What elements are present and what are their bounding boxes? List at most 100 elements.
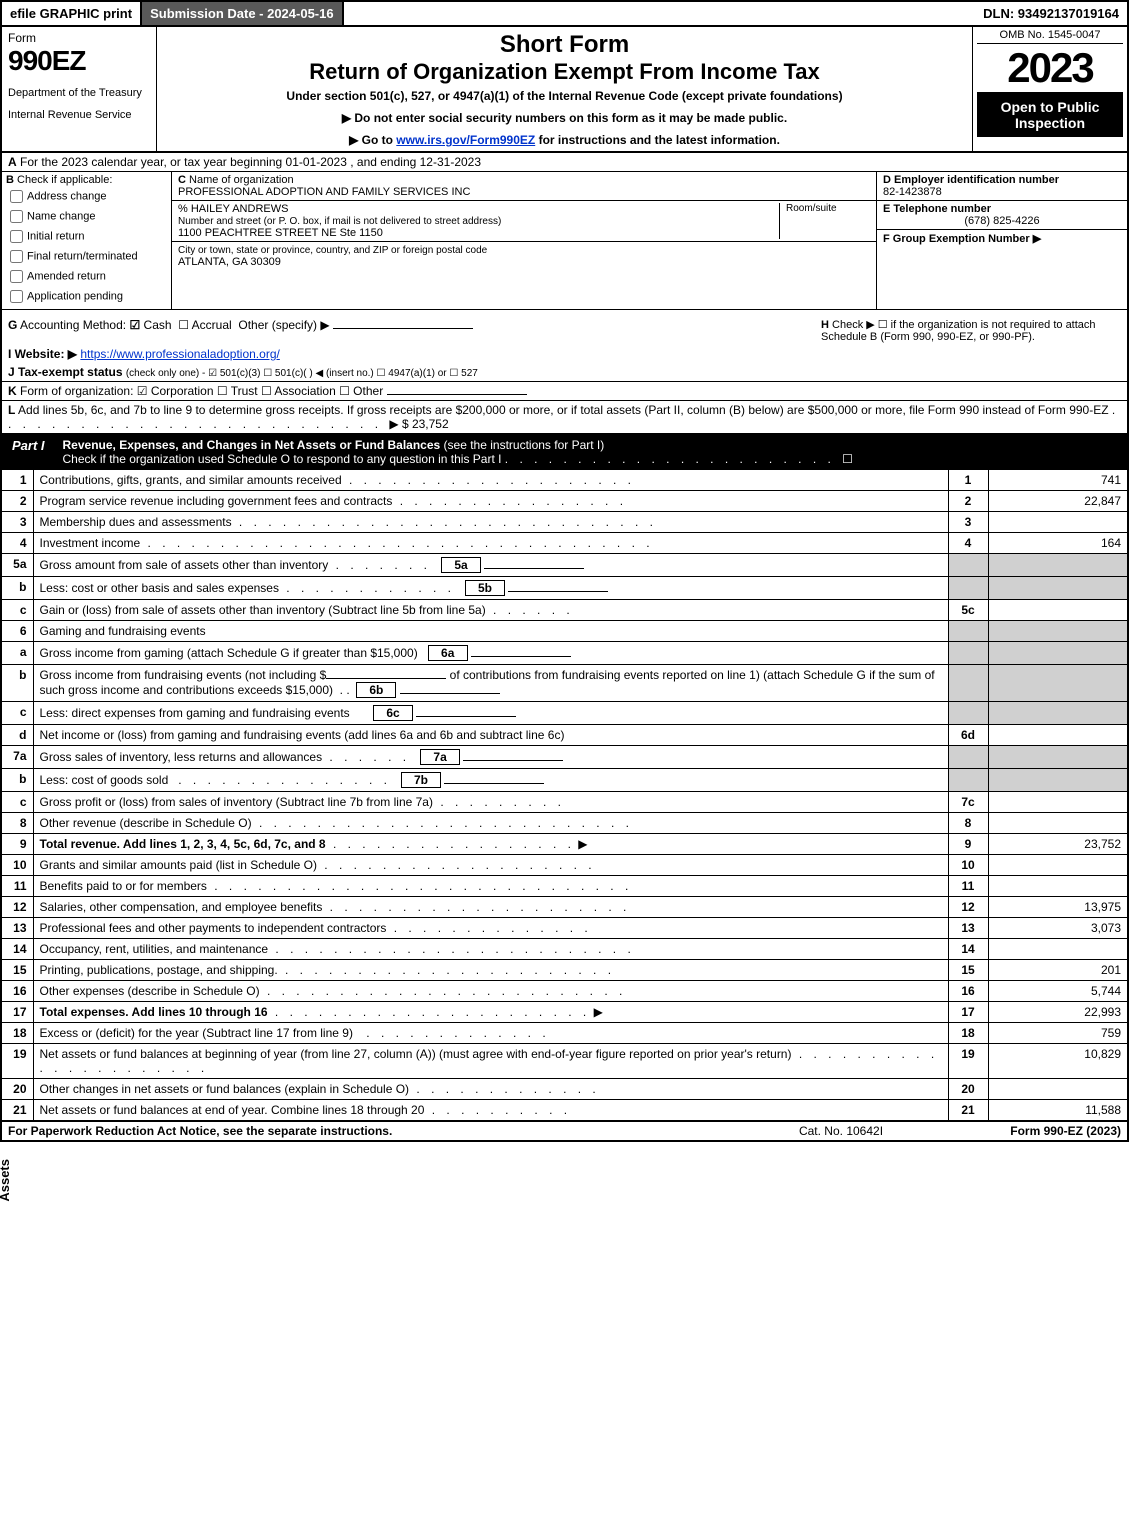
header-left: Form 990EZ Department of the Treasury In… [2, 27, 157, 151]
line-4: 4Investment income . . . . . . . . . . .… [1, 533, 1128, 554]
line-6d-desc: Net income or (loss) from gaming and fun… [33, 725, 948, 746]
line-5c-box: 5c [948, 600, 988, 621]
short-form-title: Short Form [165, 31, 964, 59]
dots-icon: . . . . . . . . . . [424, 1103, 571, 1117]
line-7b: bLess: cost of goods sold . . . . . . . … [1, 769, 1128, 792]
chk-name-change[interactable]: Name change [6, 207, 167, 226]
dots-icon: . . . . . . . . . . . . . . . . . . . . … [268, 1005, 591, 1019]
line-6b-num: b [1, 665, 33, 702]
box-i: I Website: ▶ https://www.professionalado… [0, 345, 1129, 363]
addr-label: Number and street (or P. O. box, if mail… [178, 216, 501, 227]
footer-paperwork: For Paperwork Reduction Act Notice, see … [8, 1124, 741, 1138]
form-header: Form 990EZ Department of the Treasury In… [0, 27, 1129, 153]
line-19-num: 19 [1, 1044, 33, 1079]
line-5a-num: 5a [1, 554, 33, 577]
line-8-val [988, 813, 1128, 834]
footer-form-post: (2023) [1083, 1124, 1121, 1138]
line-21-desc: Net assets or fund balances at end of ye… [40, 1103, 425, 1117]
line-5c-desc: Gain or (loss) from sale of assets other… [40, 603, 486, 617]
website-link[interactable]: https://www.professionaladoption.org/ [80, 347, 279, 361]
line-3: 3Membership dues and assessments . . . .… [1, 512, 1128, 533]
block-bcdef: B Check if applicable: Address change Na… [0, 172, 1129, 309]
dln-label: DLN: 93492137019164 [975, 2, 1127, 25]
box-c-label: C [178, 174, 186, 186]
line-18-desc: Excess or (deficit) for the year (Subtra… [40, 1026, 353, 1040]
chk-application-pending[interactable]: Application pending [6, 287, 167, 306]
line-15-num: 15 [1, 960, 33, 981]
ein-value: 82-1423878 [883, 186, 942, 198]
dots-icon: . . . . . . . . . . . . . . . . . . . . … [322, 900, 630, 914]
line-17-box: 17 [948, 1002, 988, 1023]
line-6: 6Gaming and fundraising events [1, 621, 1128, 642]
line-16: 16Other expenses (describe in Schedule O… [1, 981, 1128, 1002]
line-6a-desc: Gross income from gaming (attach Schedul… [40, 646, 418, 660]
line-5b: b Less: cost or other basis and sales exp… [1, 577, 1128, 600]
irs-link[interactable]: www.irs.gov/Form990EZ [396, 133, 535, 147]
line-16-box: 16 [948, 981, 988, 1002]
line-5b-desc: Less: cost or other basis and sales expe… [40, 581, 279, 595]
chk-initial-return-input[interactable] [10, 230, 23, 243]
dots-icon: . . . . . . . . . . . . . . . . . . . . … [505, 452, 842, 466]
chk-initial-return[interactable]: Initial return [6, 227, 167, 246]
room-suite-label: Room/suite [780, 203, 870, 239]
box-k-text: Form of organization: ☑ Corporation ☐ Tr… [20, 384, 383, 398]
line-7a-sub: 7a [420, 749, 460, 765]
note2-pre: ▶ Go to [349, 133, 396, 147]
dots-icon: . . . . . . . [328, 558, 431, 572]
line-14: 14Occupancy, rent, utilities, and mainte… [1, 939, 1128, 960]
line-2-val: 22,847 [988, 491, 1128, 512]
line-15-box: 15 [948, 960, 988, 981]
chk-name-change-input[interactable] [10, 210, 23, 223]
dots-icon: . . . . . . . . . . . . . . . . . . . . … [260, 984, 627, 998]
line-6a-num: a [1, 642, 33, 665]
line-7a-box-shade [948, 746, 988, 769]
footer-form: Form 990-EZ (2023) [941, 1124, 1121, 1138]
chk-final-return[interactable]: Final return/terminated [6, 247, 167, 266]
line-7a-val-shade [988, 746, 1128, 769]
line-6b-val-shade [988, 665, 1128, 702]
line-6c-num: c [1, 702, 33, 725]
org-address: 1100 PEACHTREE STREET NE Ste 1150 [178, 227, 383, 239]
chk-amended-return-input[interactable] [10, 270, 23, 283]
line-4-val: 164 [988, 533, 1128, 554]
line-17-val: 22,993 [988, 1002, 1128, 1023]
box-g-text: Accounting Method: [20, 318, 126, 332]
dots-icon: . . . . . . . . . . . . . . . . . . . [317, 858, 596, 872]
line-11-num: 11 [1, 876, 33, 897]
chk-final-return-input[interactable] [10, 250, 23, 263]
row-a-text: For the 2023 calendar year, or tax year … [20, 155, 481, 169]
chk-address-change[interactable]: Address change [6, 187, 167, 206]
line-6b-sub: 6b [356, 682, 396, 698]
dots-icon: . . . . . . . . . . . . . . . . . . . . [342, 473, 635, 487]
line-7c-num: c [1, 792, 33, 813]
other-label: Other (specify) ▶ [238, 318, 329, 332]
line-9-box: 9 [948, 834, 988, 855]
city-label: City or town, state or province, country… [178, 245, 487, 256]
line-6d-val [988, 725, 1128, 746]
footer-form-num: 990-EZ [1044, 1124, 1083, 1138]
box-g-label: G [8, 318, 17, 332]
line-6a-val-shade [988, 642, 1128, 665]
efile-print-button[interactable]: efile GRAPHIC print [2, 2, 142, 25]
line-19-desc: Net assets or fund balances at beginning… [40, 1047, 792, 1061]
line-12-desc: Salaries, other compensation, and employ… [40, 900, 323, 914]
line-11-box: 11 [948, 876, 988, 897]
box-e-label: E Telephone number [883, 203, 991, 215]
phone-value: (678) 825-4226 [883, 215, 1121, 227]
part1-check-text: Check if the organization used Schedule … [63, 452, 502, 466]
chk-amended-return[interactable]: Amended return [6, 267, 167, 286]
box-b-text: Check if applicable: [17, 174, 112, 186]
part1-check-box[interactable]: ☐ [842, 452, 853, 466]
line-6d: dNet income or (loss) from gaming and fu… [1, 725, 1128, 746]
dots-icon: . . . . . . . . . . . . . . . . . . . . … [252, 816, 633, 830]
line-21-num: 21 [1, 1100, 33, 1121]
submission-date-button[interactable]: Submission Date - 2024-05-16 [142, 2, 344, 25]
line-19: 19 Net assets or fund balances at beginni… [1, 1044, 1128, 1079]
line-17-num: 17 [1, 1002, 33, 1023]
org-address-row: % HAILEY ANDREWS Number and street (or P… [172, 201, 876, 242]
chk-address-change-input[interactable] [10, 190, 23, 203]
part1-title: Revenue, Expenses, and Changes in Net As… [63, 438, 441, 452]
chk-application-pending-input[interactable] [10, 290, 23, 303]
omb-number: OMB No. 1545-0047 [977, 29, 1123, 44]
line-5b-num: b [1, 577, 33, 600]
